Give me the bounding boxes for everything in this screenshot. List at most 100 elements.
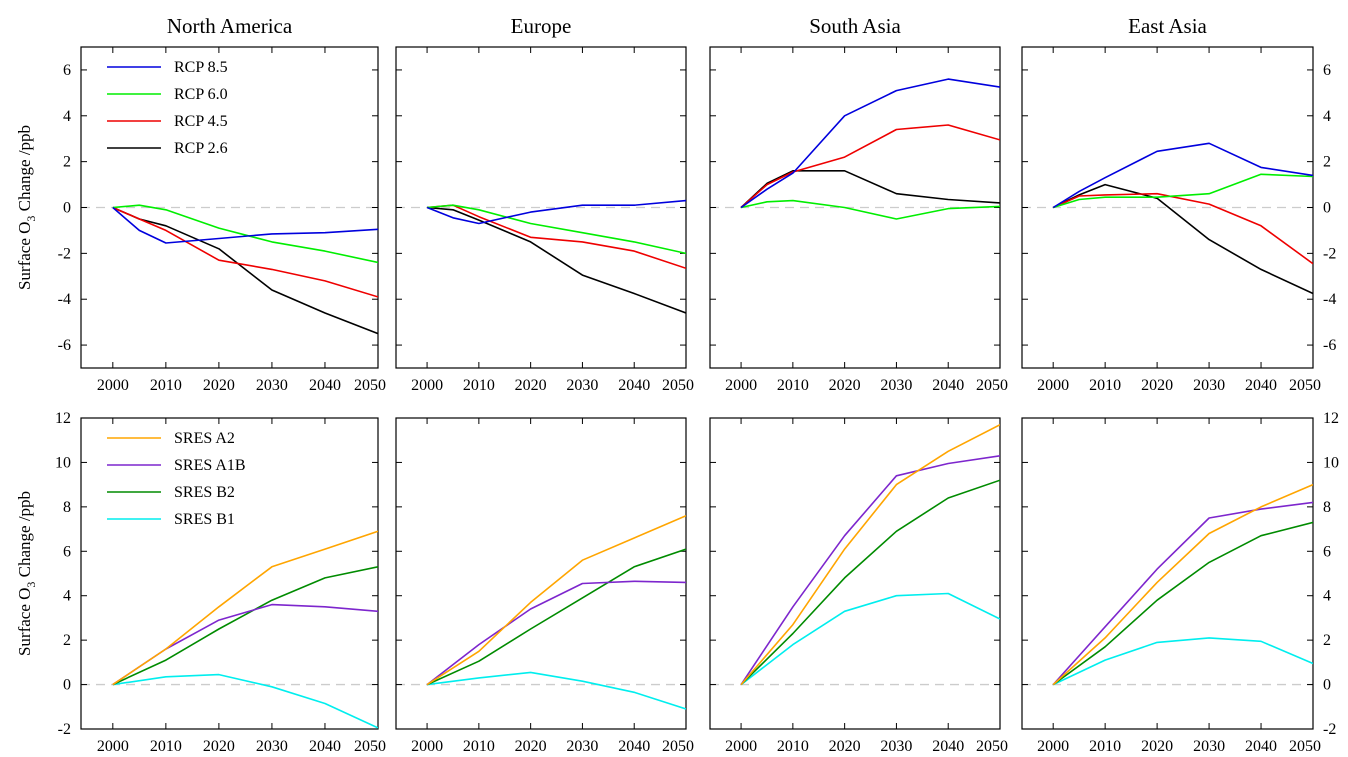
y-tick-label: 0 xyxy=(1323,200,1331,217)
series-line-sres-a2 xyxy=(740,423,1000,686)
series-line-sres-a2 xyxy=(1052,483,1313,686)
series-group xyxy=(112,204,378,335)
series-line-rcp-8-5 xyxy=(426,199,686,225)
legend-label-rcp-2-6: RCP 2.6 xyxy=(174,140,228,157)
series-line-sres-a1b xyxy=(740,455,1000,686)
x-tick-label: 2030 xyxy=(566,738,598,755)
x-tick-label: 2020 xyxy=(1141,377,1173,394)
y-tick-label: -2 xyxy=(58,245,71,262)
x-tick-label: 2010 xyxy=(150,377,182,394)
legend-label-sres-a2: SRES A2 xyxy=(174,430,235,447)
plot-frame xyxy=(80,417,379,730)
y-tick-label: 2 xyxy=(63,632,71,649)
panel-rcp-2: 2000 2010 2020 2030 2040 2050 xyxy=(395,46,694,394)
y-tick-label: 6 xyxy=(63,543,71,560)
y-tick-label: -4 xyxy=(58,291,71,308)
series-line-sres-b2 xyxy=(1052,521,1313,686)
legend-label-rcp-8-5: RCP 8.5 xyxy=(174,59,228,76)
series-line-sres-b1 xyxy=(1052,637,1313,686)
y-tick-label: -4 xyxy=(1323,291,1336,308)
series-line-rcp-6-0 xyxy=(740,199,1000,220)
x-tick-label: 2030 xyxy=(1193,377,1225,394)
x-tick-label: 2000 xyxy=(725,738,757,755)
series-line-rcp-2-6 xyxy=(112,206,378,335)
series-line-rcp-4-5 xyxy=(1052,192,1313,265)
series-line-rcp-4-5 xyxy=(740,124,1000,209)
x-tick-label: 2050 xyxy=(976,738,1008,755)
y-tick-label: -6 xyxy=(1323,337,1336,354)
x-tick-label: 2040 xyxy=(1245,738,1277,755)
series-line-rcp-6-0 xyxy=(427,204,686,255)
y-tick-label: 10 xyxy=(1323,454,1339,471)
x-tick-label: 2050 xyxy=(976,377,1008,394)
legend: RCP 8.5 RCP 6.0 RCP 4.5 RCP 2.6 xyxy=(107,59,228,157)
x-tick-label: 2020 xyxy=(515,377,547,394)
series-group xyxy=(426,514,686,710)
x-tick-label: 2040 xyxy=(1245,377,1277,394)
series-line-sres-b1 xyxy=(426,671,686,710)
x-tick-label: 2000 xyxy=(1037,377,1069,394)
x-tick-label: 2030 xyxy=(880,738,912,755)
y-tick-label: 8 xyxy=(1323,499,1331,516)
column-title-north-america: North America xyxy=(167,14,293,38)
x-tick-label: 2020 xyxy=(829,377,861,394)
y-tick-label: 4 xyxy=(63,108,71,125)
plot-frame xyxy=(395,417,687,730)
y-tick-label: 0 xyxy=(63,200,71,217)
plot-frame xyxy=(1021,417,1314,730)
x-tick-label: 2000 xyxy=(1037,738,1069,755)
legend-label-sres-b1: SRES B1 xyxy=(174,511,235,528)
y-tick-label: 2 xyxy=(1323,154,1331,171)
series-line-rcp-2-6 xyxy=(427,206,686,314)
x-tick-label: 2040 xyxy=(309,377,341,394)
panel-rcp-4: 2000 2010 2020 2030 2040 2050 -6 -4 -2 0 2 4 6 xyxy=(1021,46,1336,394)
x-tick-label: 2010 xyxy=(463,377,495,394)
y-tick-label: 4 xyxy=(1323,588,1331,605)
series-line-sres-a1b xyxy=(426,580,686,686)
plot-frame xyxy=(80,46,379,369)
x-tick-label: 2050 xyxy=(354,377,386,394)
series-group xyxy=(112,530,378,729)
column-title-europe: Europe xyxy=(511,14,572,38)
column-title-south-asia: South Asia xyxy=(809,14,901,38)
x-tick-label: 2020 xyxy=(829,738,861,755)
series-line-rcp-4-5 xyxy=(112,206,378,298)
series-line-sres-b2 xyxy=(740,479,1000,686)
series-line-rcp-2-6 xyxy=(1052,183,1313,295)
series-group xyxy=(740,78,1000,220)
series-line-sres-a1b xyxy=(112,603,378,686)
panel-sres-4: 2000 2010 2020 2030 2040 2050-2 0 2 4 6 8 10 12 xyxy=(1021,410,1339,755)
series-line-rcp-8-5 xyxy=(112,206,378,244)
series-line-sres-a2 xyxy=(426,514,686,686)
series-line-sres-b2 xyxy=(112,566,378,686)
series-group xyxy=(1052,142,1313,295)
y-axis-label: Surface O3 Change /ppb xyxy=(15,491,38,656)
x-tick-label: 2040 xyxy=(309,738,341,755)
y-tick-label: 4 xyxy=(63,588,71,605)
x-tick-label: 2010 xyxy=(463,738,495,755)
x-tick-label: 2030 xyxy=(256,738,288,755)
y-tick-label: 2 xyxy=(63,154,71,171)
x-tick-label: 2050 xyxy=(1289,738,1321,755)
panel-sres-2: 2000 2010 2020 2030 2040 2050 xyxy=(395,417,694,755)
series-line-rcp-6-0 xyxy=(1052,173,1313,209)
y-tick-label: 8 xyxy=(63,499,71,516)
series-line-rcp-6-0 xyxy=(112,204,378,264)
series-line-sres-b1 xyxy=(740,592,1000,686)
x-tick-label: 2010 xyxy=(150,738,182,755)
x-tick-label: 2020 xyxy=(203,738,235,755)
x-tick-label: 2020 xyxy=(203,377,235,394)
y-tick-label: 12 xyxy=(1323,410,1339,427)
y-tick-label: 0 xyxy=(63,677,71,694)
panel-sres-3: 2000 2010 2020 2030 2040 2050 xyxy=(709,417,1008,755)
legend-label-rcp-4-5: RCP 4.5 xyxy=(174,113,228,130)
series-group xyxy=(1052,483,1313,686)
y-tick-label: 6 xyxy=(1323,543,1331,560)
y-tick-label: 6 xyxy=(63,62,71,79)
y-tick-label: -2 xyxy=(58,721,71,738)
series-line-rcp-8-5 xyxy=(740,78,1000,209)
y-axis-labels: Surface O3 Change /ppb Surface O3 Change … xyxy=(15,125,38,656)
y-tick-label: -2 xyxy=(1323,245,1336,262)
x-tick-label: 2050 xyxy=(1289,377,1321,394)
